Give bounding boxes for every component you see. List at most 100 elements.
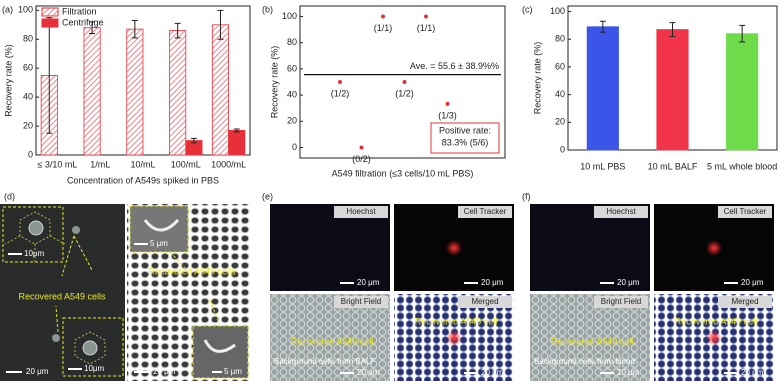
point-label: (1/1) bbox=[374, 23, 393, 33]
x-tick-label: 1000/mL bbox=[211, 159, 246, 169]
scale-label: 5 μm bbox=[150, 239, 168, 248]
x-tick-label: 10 mL PBS bbox=[580, 161, 625, 171]
scale-label: 20 μm bbox=[741, 368, 764, 377]
caption: Background cells from BALF bbox=[274, 357, 375, 366]
scale-label: 20 μm bbox=[617, 278, 640, 287]
reference-label: Ave. = 55.6 ± 38.9%% bbox=[410, 61, 499, 71]
scale-label: 10μm bbox=[84, 364, 105, 373]
note-text: Positive rate: bbox=[439, 125, 491, 135]
bar bbox=[169, 30, 187, 156]
scale-label: 20 μm bbox=[357, 368, 380, 377]
tile-title: Hoechst bbox=[606, 207, 636, 216]
cell-signal bbox=[446, 240, 462, 256]
y-tick-label: 20 bbox=[23, 120, 33, 130]
point bbox=[359, 145, 364, 150]
panel-d: (d) Recovered A549 cells 10μm 10μm 20 μm… bbox=[0, 191, 250, 381]
tile-title: Bright Field bbox=[601, 297, 641, 306]
scale-label: 20 μm bbox=[153, 367, 176, 376]
panel-label: (c) bbox=[522, 4, 533, 14]
legend-swatch bbox=[41, 18, 59, 28]
charts: (a) Recovery rate (%) Concentration of A54… bbox=[2, 4, 778, 185]
x-axis-title: A549 filtration (≤3 cells/10 mL PBS) bbox=[332, 168, 474, 178]
y-tick-label: 60 bbox=[555, 61, 565, 71]
scale-label: 20 μm bbox=[357, 278, 380, 287]
tile-tag bbox=[718, 206, 772, 218]
legend-label: Centrifuge bbox=[62, 17, 104, 27]
plot-frame bbox=[299, 5, 506, 159]
scale-label: 20 μm bbox=[481, 278, 504, 287]
inset-frame bbox=[2, 206, 64, 263]
y-axis-title: Recovery rate (%) bbox=[269, 46, 279, 119]
point-label: (1/1) bbox=[417, 23, 436, 33]
tile-title: Cell Tracker bbox=[724, 207, 767, 216]
point bbox=[424, 14, 428, 19]
x-tick-label: 10/mL bbox=[130, 159, 155, 169]
x-tick-label: 5 mL whole blood bbox=[707, 161, 777, 171]
bar bbox=[228, 130, 246, 156]
error-bar bbox=[174, 22, 181, 39]
bar bbox=[211, 24, 229, 156]
point-label: (0/2) bbox=[352, 154, 371, 164]
x-tick-label: ≤ 3/10 mL bbox=[37, 159, 77, 169]
error-bar bbox=[669, 22, 676, 37]
scale-label: 20 μm bbox=[26, 367, 49, 376]
panel-label: (d) bbox=[4, 191, 15, 201]
bar bbox=[126, 28, 144, 156]
bar bbox=[656, 29, 689, 151]
cell-signal bbox=[706, 330, 722, 346]
tile-title: Merged bbox=[471, 297, 498, 306]
tile-tag bbox=[594, 296, 648, 308]
y-tick-label: 60 bbox=[287, 63, 297, 73]
panel-label: (e) bbox=[262, 191, 273, 201]
y-tick-label: 80 bbox=[23, 34, 33, 44]
point bbox=[338, 80, 342, 84]
point bbox=[402, 80, 407, 84]
caption: Recovered A549 cell bbox=[415, 316, 498, 326]
point bbox=[445, 101, 450, 106]
tile-tag bbox=[594, 206, 648, 218]
caption: Recovered A549 cell bbox=[551, 336, 634, 346]
point-label: (1/2) bbox=[331, 88, 350, 98]
image bbox=[270, 204, 390, 291]
x-tick-label: 1/mL bbox=[90, 159, 110, 169]
y-tick-label: 40 bbox=[23, 92, 33, 102]
tile-tag bbox=[718, 296, 772, 308]
caption: Background cells from blood bbox=[534, 357, 635, 366]
error-bar bbox=[739, 24, 746, 43]
cell-signal bbox=[446, 330, 462, 346]
cell-signal bbox=[706, 240, 722, 256]
y-axis-title: Recovery rate (%) bbox=[532, 42, 542, 115]
caption: Recovered A549 cell bbox=[291, 336, 374, 346]
y-tick-label: 20 bbox=[555, 117, 565, 127]
caption: Recovered A549 cell bbox=[675, 316, 758, 326]
x-axis-title: Concentration of A549s spiked in PBS bbox=[67, 175, 219, 185]
y-axis-title: Recovery rate (%) bbox=[3, 44, 13, 117]
scale-label: 5 μm bbox=[224, 367, 242, 376]
tile-title: Hoechst bbox=[346, 207, 376, 216]
panel-label: (b) bbox=[262, 4, 273, 14]
point-label: (1/3) bbox=[438, 110, 457, 120]
legend-label: Filtration bbox=[62, 6, 97, 16]
image bbox=[530, 294, 650, 381]
scale-label: 20 μm bbox=[481, 368, 504, 377]
error-bar bbox=[233, 128, 240, 133]
point bbox=[381, 14, 385, 19]
scale-label: 20 μm bbox=[617, 368, 640, 377]
y-tick-label: 40 bbox=[287, 89, 297, 99]
tile-tag bbox=[458, 206, 512, 218]
note-text: 83.3% (5/6) bbox=[442, 137, 489, 147]
note-box bbox=[430, 122, 500, 154]
tile-title: Bright Field bbox=[341, 297, 381, 306]
tile-title: Merged bbox=[731, 297, 758, 306]
x-tick-label: 100/mL bbox=[171, 159, 201, 169]
y-tick-label: 100 bbox=[282, 11, 297, 21]
bar bbox=[586, 26, 619, 151]
bar bbox=[83, 27, 101, 156]
panel-label: (a) bbox=[2, 4, 13, 14]
image bbox=[270, 294, 390, 381]
tile-tag bbox=[458, 296, 512, 308]
error-bar bbox=[89, 21, 96, 34]
y-tick-label: 0 bbox=[28, 149, 33, 159]
panel-label: (f) bbox=[522, 191, 531, 201]
y-tick-label: 0 bbox=[292, 142, 297, 152]
